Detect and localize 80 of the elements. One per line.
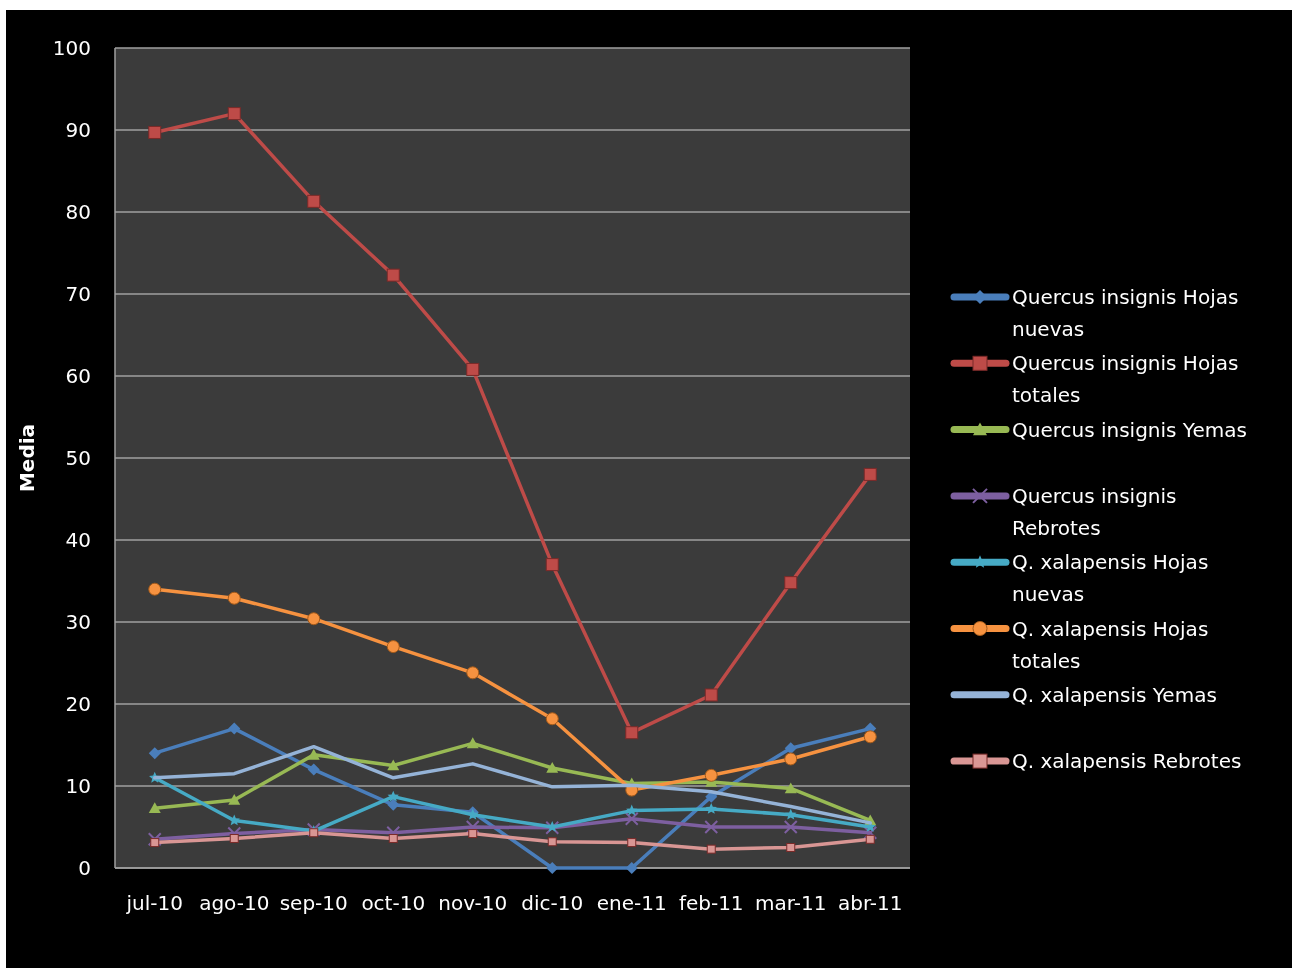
point (863, 825, 878, 840)
y-tick-label: 100 (52, 36, 91, 60)
point (228, 814, 240, 826)
point (863, 730, 877, 744)
x-tick-label: feb-11 (678, 891, 744, 915)
point (227, 107, 241, 121)
point (704, 688, 718, 702)
point (227, 591, 241, 605)
point (388, 833, 398, 843)
x-tick-label: jul-10 (125, 891, 183, 915)
y-axis-title: Media (15, 423, 39, 493)
legend-label: Quercus insignis Rebrotes (1012, 483, 1177, 540)
point (783, 820, 798, 834)
point (466, 362, 480, 376)
point (468, 829, 478, 839)
x-tick-label: nov-10 (438, 891, 508, 915)
point (150, 838, 160, 848)
legend-label: Q. xalapensis Rebrotes (1012, 749, 1242, 774)
point (784, 782, 797, 794)
point (466, 737, 479, 749)
point (386, 268, 400, 282)
point (624, 811, 639, 826)
y-tick-label: 60 (65, 364, 91, 388)
point (784, 752, 798, 766)
point (228, 793, 241, 805)
point (229, 833, 239, 843)
x-tick-label: ene-11 (596, 891, 667, 915)
point (627, 838, 637, 848)
point (148, 125, 162, 139)
point (704, 820, 719, 834)
y-tick-label: 80 (65, 200, 91, 224)
point (387, 798, 400, 811)
point (148, 582, 162, 596)
point (465, 820, 480, 834)
y-tick-label: 40 (65, 528, 91, 552)
x-tick-label: sep-10 (279, 891, 348, 915)
y-tick-label: 90 (65, 118, 91, 142)
legend-label: Quercus insignis Hojas totales (1012, 351, 1239, 408)
y-tick-label: 0 (78, 856, 91, 880)
point (626, 804, 638, 816)
point (625, 726, 639, 740)
point (307, 748, 320, 760)
legend-label: Q. xalapensis Hojas totales (1012, 616, 1209, 673)
point (387, 790, 399, 802)
point (228, 722, 241, 735)
point (147, 832, 162, 847)
point (786, 843, 796, 852)
point (148, 747, 161, 760)
point (386, 640, 400, 654)
point (545, 558, 559, 572)
point (865, 834, 875, 844)
y-tick-label: 70 (65, 282, 91, 306)
point (545, 712, 559, 726)
point (547, 837, 557, 847)
y-tick-label: 30 (65, 610, 91, 634)
point (466, 666, 480, 680)
x-tick-label: ago-10 (199, 891, 270, 915)
point (307, 194, 321, 208)
point (863, 467, 877, 481)
point (148, 802, 161, 813)
x-tick-label: dic-10 (521, 891, 584, 915)
legend-label: Q. xalapensis Yemas (1012, 682, 1217, 707)
y-tick-label: 10 (65, 774, 91, 798)
point (705, 802, 717, 814)
legend-label: Quercus insignis Yemas (1012, 417, 1247, 442)
x-tick-label: abr-11 (837, 891, 903, 915)
point (706, 844, 716, 854)
legend-label: Q. xalapensis Hojas nuevas (1012, 550, 1209, 607)
y-tick-label: 20 (65, 692, 91, 716)
point (784, 576, 798, 590)
point (307, 612, 321, 626)
x-tick-label: oct-10 (361, 891, 426, 915)
legend-label: Quercus insignis Hojas nuevas (1012, 285, 1239, 341)
point (546, 761, 559, 773)
y-tick-label: 50 (65, 446, 91, 470)
point (387, 759, 400, 771)
point (785, 808, 797, 820)
point (307, 763, 320, 776)
x-tick-label: mar-11 (755, 891, 827, 915)
point (704, 768, 718, 782)
